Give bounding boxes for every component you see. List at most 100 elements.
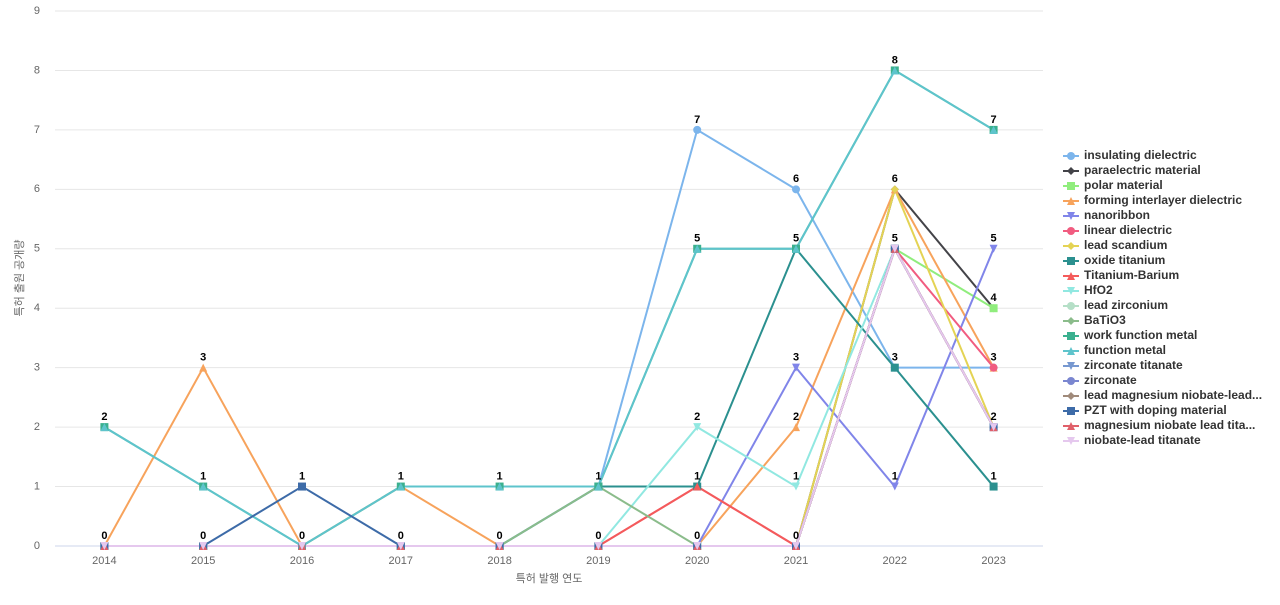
marker (693, 542, 702, 550)
data-label: 0 (694, 530, 700, 542)
data-label: 0 (101, 530, 107, 542)
marker (1067, 377, 1075, 385)
legend-item[interactable]: PZT with doping material (1063, 403, 1227, 417)
marker (100, 542, 109, 550)
legend-item[interactable]: oxide titanium (1063, 253, 1165, 267)
series-line (104, 246, 995, 547)
data-label: 1 (595, 470, 601, 482)
legend-item[interactable]: lead scandium (1063, 238, 1167, 252)
marker (594, 542, 603, 550)
series-line (104, 246, 995, 548)
data-label: 1 (694, 470, 700, 482)
marker (1067, 422, 1075, 430)
x-tick-label: 2023 (981, 555, 1005, 567)
legend-item[interactable]: HfO2 (1063, 283, 1113, 297)
marker (1067, 362, 1075, 370)
y-axis-title: 특허 출원 공개량 (13, 240, 26, 317)
marker (1067, 242, 1075, 250)
marker (396, 482, 405, 491)
marker (1067, 257, 1075, 265)
legend-item[interactable]: insulating dielectric (1063, 148, 1197, 162)
data-label: 0 (793, 530, 799, 542)
legend-item[interactable]: work function metal (1063, 328, 1197, 342)
marker (1067, 152, 1075, 160)
series-line (104, 128, 994, 547)
data-label: 5 (793, 233, 799, 245)
data-label: 3 (892, 352, 898, 364)
marker (989, 244, 998, 253)
data-label: 2 (991, 411, 997, 423)
legend-item[interactable]: lead magnesium niobate-lead... (1063, 388, 1262, 402)
y-tick-label: 6 (34, 183, 40, 195)
x-tick-label: 2019 (586, 555, 610, 567)
marker (890, 66, 899, 75)
legend-label: lead zirconium (1084, 298, 1168, 312)
series-line (104, 246, 995, 547)
data-label: 4 (991, 292, 998, 304)
legend-item[interactable]: magnesium niobate lead tita... (1063, 418, 1255, 432)
marker (693, 423, 702, 432)
series-line (104, 246, 995, 547)
data-label: 3 (200, 352, 206, 364)
data-label: 1 (200, 470, 206, 482)
legend-item[interactable]: function metal (1063, 343, 1166, 357)
y-tick-label: 1 (34, 480, 40, 492)
marker (495, 542, 504, 550)
legend-label: zirconate (1084, 373, 1137, 387)
x-tick-label: 2020 (685, 555, 709, 567)
y-tick-label: 4 (34, 302, 40, 314)
data-label: 1 (793, 470, 799, 482)
data-label: 2 (793, 411, 799, 423)
marker (495, 482, 504, 491)
legend-item[interactable]: BaTiO3 (1063, 313, 1126, 327)
y-tick-label: 7 (34, 124, 40, 136)
legend-label: lead scandium (1084, 238, 1167, 252)
marker (1067, 227, 1075, 235)
legend-item[interactable]: nanoribbon (1063, 208, 1150, 222)
legend-item[interactable]: Titanium-Barium (1063, 268, 1179, 282)
series-line (104, 246, 995, 548)
marker (298, 482, 306, 491)
marker (1067, 287, 1075, 295)
marker (1067, 197, 1075, 205)
x-tick-label: 2017 (389, 555, 413, 567)
x-tick-label: 2016 (290, 555, 314, 567)
legend-item[interactable]: paraelectric material (1063, 163, 1201, 177)
marker (693, 482, 702, 491)
marker (792, 542, 800, 550)
data-label: 0 (200, 530, 206, 542)
legend-item[interactable]: linear dielectric (1063, 223, 1172, 237)
legend-label: niobate-lead titanate (1084, 433, 1201, 447)
data-label: 0 (595, 530, 601, 542)
marker (1067, 317, 1075, 325)
legend-item[interactable]: polar material (1063, 178, 1163, 192)
data-label: 7 (694, 114, 700, 126)
marker (1067, 392, 1075, 400)
data-label: 5 (892, 233, 898, 245)
marker (594, 482, 603, 491)
legend-item[interactable]: zirconate titanate (1063, 358, 1183, 372)
legend-label: work function metal (1083, 328, 1197, 342)
y-tick-label: 2 (34, 421, 40, 433)
marker (1067, 407, 1075, 415)
marker (792, 244, 800, 253)
marker (199, 482, 208, 491)
marker (989, 125, 998, 134)
data-label: 3 (991, 352, 997, 364)
legend-item[interactable]: niobate-lead titanate (1063, 433, 1201, 447)
marker (199, 363, 208, 372)
marker (693, 125, 702, 134)
marker (1067, 212, 1075, 220)
data-label: 0 (299, 530, 305, 542)
legend-label: HfO2 (1084, 283, 1113, 297)
data-label: 3 (793, 352, 799, 364)
legend-label: PZT with doping material (1084, 403, 1227, 417)
legend-item[interactable]: lead zirconium (1063, 298, 1168, 312)
marker (1067, 437, 1075, 445)
legend-item[interactable]: forming interlayer dielectric (1063, 193, 1242, 207)
legend-label: linear dielectric (1084, 223, 1172, 237)
series-line (104, 246, 995, 547)
legend-item[interactable]: zirconate (1063, 373, 1137, 387)
legend-label: lead magnesium niobate-lead... (1084, 388, 1262, 402)
